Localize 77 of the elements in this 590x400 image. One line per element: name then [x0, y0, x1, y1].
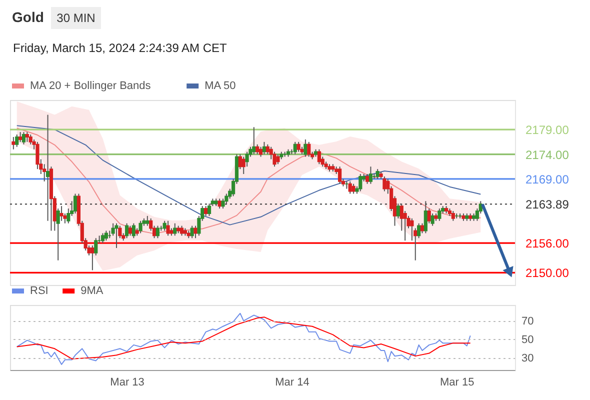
candlestick — [224, 193, 228, 204]
candlestick — [90, 245, 94, 271]
y-tick-label: 70 — [522, 315, 534, 328]
y-tick-label: 50 — [522, 334, 534, 346]
y-tick-label: 2174.00 — [526, 148, 570, 162]
candlestick — [438, 208, 442, 222]
candlestick — [396, 203, 400, 219]
candlestick — [12, 136, 16, 150]
y-tick-label: 2150.00 — [526, 266, 570, 280]
candlestick — [162, 220, 166, 232]
x-tick-label: Mar 13 — [110, 376, 144, 388]
candlestick — [252, 126, 256, 155]
candlestick — [365, 174, 370, 184]
candlestick — [60, 206, 64, 222]
candlestick — [304, 138, 308, 158]
candlestick — [272, 151, 276, 168]
candlestick — [180, 225, 184, 236]
candlestick — [296, 141, 300, 152]
candlestick — [73, 193, 78, 214]
x-tick-label: Mar 14 — [275, 376, 310, 388]
candlestick — [156, 225, 160, 239]
legend-label: RSI — [30, 285, 48, 297]
candlestick — [114, 222, 118, 248]
candlestick — [382, 176, 386, 192]
candlestick — [15, 134, 19, 148]
candlestick — [256, 144, 260, 155]
legend-label: MA 50 — [204, 80, 236, 92]
line-series — [16, 312, 471, 365]
candlestick — [262, 141, 266, 155]
candlestick — [238, 154, 242, 170]
candlestick — [146, 215, 150, 226]
y-tick-label: 30 — [522, 352, 534, 364]
candlestick — [128, 225, 132, 236]
candlestick — [293, 141, 297, 155]
x-tick-label: Mar 15 — [440, 376, 474, 388]
chart-title: Gold — [12, 9, 44, 25]
candlestick — [104, 230, 108, 242]
candlestick — [242, 156, 246, 174]
candlestick — [276, 154, 280, 165]
candlestick — [451, 210, 455, 222]
candlestick — [424, 200, 428, 234]
candlestick — [132, 222, 136, 239]
y-tick-label: 2163.89 — [526, 198, 570, 212]
candlestick — [173, 222, 177, 236]
candlestick — [166, 220, 170, 236]
line-series — [16, 316, 471, 360]
candlestick — [266, 144, 270, 155]
legend-label: 9MA — [80, 285, 104, 297]
candlestick — [317, 148, 321, 165]
candlestick — [376, 168, 380, 180]
candlestick — [258, 146, 263, 158]
candlestick — [420, 222, 424, 234]
candlestick — [22, 132, 26, 145]
candlestick — [358, 174, 362, 192]
candlestick — [25, 132, 29, 142]
candlestick — [352, 183, 356, 194]
candlestick — [307, 141, 311, 158]
candlestick — [46, 114, 50, 222]
candlestick — [18, 132, 22, 142]
text: Friday, March 15, 2024 2:24:39 AM CET — [13, 41, 228, 55]
candlestick — [427, 208, 431, 224]
candlestick — [430, 212, 434, 226]
chart-subtitle: 30 MIN — [56, 11, 96, 25]
y-tick-label: 2169.00 — [526, 172, 570, 186]
candlestick — [338, 166, 342, 184]
candlestick — [410, 218, 414, 242]
candlestick — [100, 232, 105, 244]
candlestick — [348, 180, 352, 194]
candlestick — [36, 141, 40, 170]
candlestick — [204, 206, 208, 216]
legend-label: MA 20 + Bollinger Bands — [30, 80, 152, 92]
y-tick-label: 2156.00 — [526, 236, 570, 251]
candlestick — [138, 220, 142, 234]
candlestick — [368, 166, 373, 184]
y-tick-label: 2179.00 — [526, 123, 570, 138]
candlestick — [194, 225, 198, 239]
candlestick — [125, 222, 129, 239]
